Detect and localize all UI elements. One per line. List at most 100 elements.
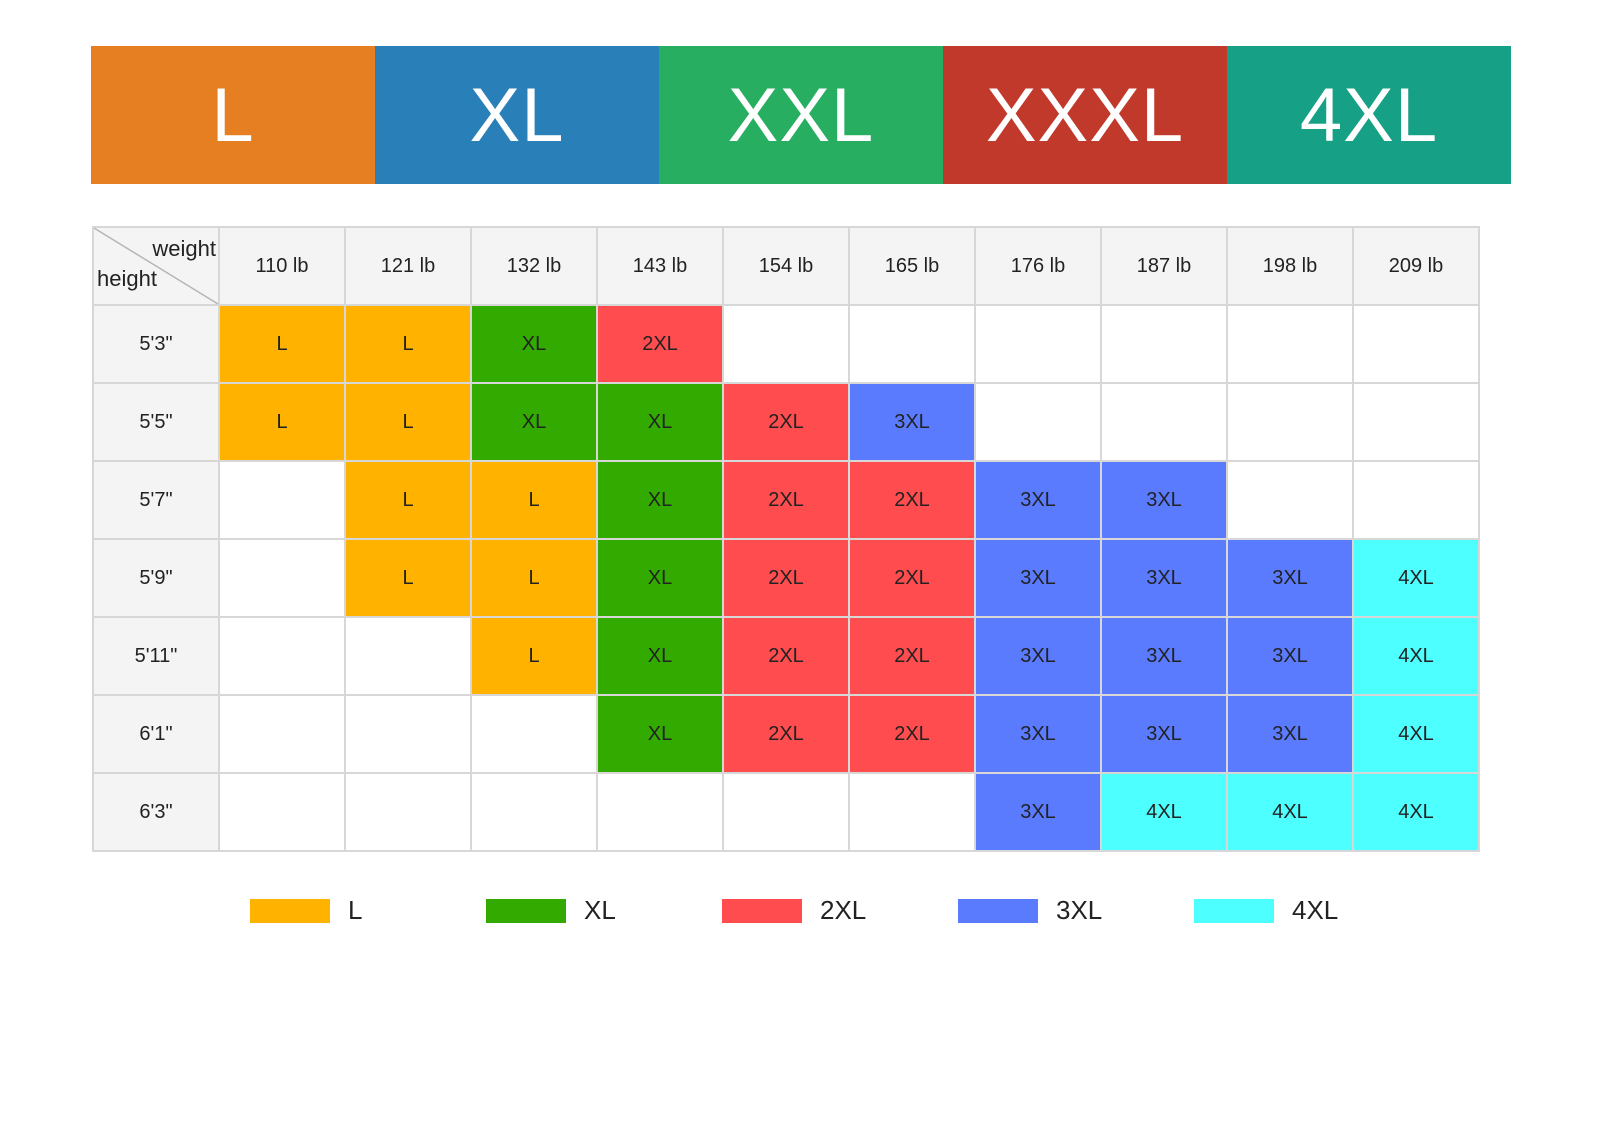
legend-swatch	[722, 898, 802, 923]
size-chart-table: weight height 110 lb 121 lb 132 lb 143 lb 15…	[92, 226, 1480, 852]
size-cell-empty	[1100, 304, 1228, 384]
size-cell-2xl: 2XL	[848, 616, 976, 696]
legend-item: 3XL	[958, 895, 1194, 926]
size-cell-l: L	[470, 616, 598, 696]
height-row-header: 5'3"	[92, 304, 220, 384]
height-row-header: 5'9"	[92, 538, 220, 618]
size-cell-empty	[344, 694, 472, 774]
banner-size-xxxl: XXXL	[943, 46, 1227, 184]
size-cell-empty	[974, 382, 1102, 462]
banner-size-l: L	[91, 46, 375, 184]
corner-header: weight height	[92, 226, 220, 306]
size-cell-2xl: 2XL	[596, 304, 724, 384]
size-cell-empty	[218, 616, 346, 696]
size-cell-4xl: 4XL	[1352, 772, 1480, 852]
size-cell-empty	[1352, 460, 1480, 540]
legend: L XL 2XL 3XL 4XL	[250, 895, 1430, 926]
weight-column-header: 132 lb	[470, 226, 598, 306]
size-cell-l: L	[344, 304, 472, 384]
size-cell-3xl: 3XL	[1100, 616, 1228, 696]
size-cell-2xl: 2XL	[848, 460, 976, 540]
size-cell-4xl: 4XL	[1352, 616, 1480, 696]
size-cell-l: L	[470, 538, 598, 618]
legend-swatch	[486, 898, 566, 923]
size-cell-3xl: 3XL	[1226, 616, 1354, 696]
weight-column-header: 110 lb	[218, 226, 346, 306]
height-axis-label: height	[97, 266, 157, 291]
size-cell-xl: XL	[470, 382, 598, 462]
size-cell-4xl: 4XL	[1226, 772, 1354, 852]
legend-label: XL	[584, 895, 616, 925]
size-cell-3xl: 3XL	[974, 616, 1102, 696]
size-cell-3xl: 3XL	[974, 694, 1102, 774]
size-cell-2xl: 2XL	[722, 694, 850, 774]
size-cell-3xl: 3XL	[974, 772, 1102, 852]
size-cell-3xl: 3XL	[1226, 538, 1354, 618]
size-cell-xl: XL	[596, 460, 724, 540]
weight-column-header: 165 lb	[848, 226, 976, 306]
size-cell-2xl: 2XL	[722, 460, 850, 540]
size-cell-2xl: 2XL	[848, 694, 976, 774]
legend-swatch	[958, 898, 1038, 923]
size-cell-l: L	[344, 538, 472, 618]
size-cell-empty	[848, 304, 976, 384]
size-cell-empty	[1226, 460, 1354, 540]
table-row: 6'3" 3XL 4XL 4XL 4XL	[92, 772, 1480, 852]
size-cell-empty	[218, 694, 346, 774]
size-cell-empty	[974, 304, 1102, 384]
size-cell-empty	[1100, 382, 1228, 462]
legend-label: 2XL	[820, 895, 867, 925]
size-cell-empty	[344, 772, 472, 852]
size-cell-empty	[218, 772, 346, 852]
legend-swatch	[1194, 898, 1274, 923]
weight-column-header: 154 lb	[722, 226, 850, 306]
diagonal-divider	[94, 228, 218, 304]
size-cell-empty	[722, 772, 850, 852]
legend-label: L	[348, 895, 363, 925]
size-cell-empty	[722, 304, 850, 384]
height-row-header: 5'11"	[92, 616, 220, 696]
size-cell-4xl: 4XL	[1352, 538, 1480, 618]
size-cell-xl: XL	[596, 694, 724, 774]
size-cell-empty	[218, 538, 346, 618]
height-row-header: 5'5"	[92, 382, 220, 462]
table-row: 5'5" L L XL XL 2XL 3XL	[92, 382, 1480, 462]
banner-size-xl: XL	[375, 46, 659, 184]
height-row-header: 5'7"	[92, 460, 220, 540]
legend-label: 3XL	[1056, 895, 1103, 925]
size-cell-xl: XL	[470, 304, 598, 384]
legend-label: 4XL	[1292, 895, 1339, 925]
size-cell-2xl: 2XL	[722, 382, 850, 462]
weight-column-header: 209 lb	[1352, 226, 1480, 306]
header-row: weight height 110 lb 121 lb 132 lb 143 lb 15…	[92, 226, 1480, 306]
size-cell-3xl: 3XL	[974, 538, 1102, 618]
size-cell-l: L	[344, 460, 472, 540]
legend-item: XL	[486, 895, 722, 926]
size-cell-empty	[1352, 304, 1480, 384]
size-cell-xl: XL	[596, 616, 724, 696]
size-cell-xl: XL	[596, 538, 724, 618]
size-cell-3xl: 3XL	[848, 382, 976, 462]
size-cell-empty	[1226, 382, 1354, 462]
size-cell-3xl: 3XL	[1226, 694, 1354, 774]
banner-size-xxl: XXL	[659, 46, 943, 184]
size-cell-l: L	[218, 304, 346, 384]
size-cell-4xl: 4XL	[1100, 772, 1228, 852]
size-cell-empty	[596, 772, 724, 852]
size-cell-l: L	[470, 460, 598, 540]
legend-item: 4XL	[1194, 895, 1430, 926]
size-cell-2xl: 2XL	[848, 538, 976, 618]
size-cell-xl: XL	[596, 382, 724, 462]
banner-size-4xl: 4XL	[1227, 46, 1511, 184]
table-row: 5'9" L L XL 2XL 2XL 3XL 3XL 3XL 4XL	[92, 538, 1480, 618]
size-cell-empty	[344, 616, 472, 696]
size-cell-empty	[470, 694, 598, 774]
size-cell-4xl: 4XL	[1352, 694, 1480, 774]
weight-column-header: 176 lb	[974, 226, 1102, 306]
weight-column-header: 198 lb	[1226, 226, 1354, 306]
size-cell-3xl: 3XL	[1100, 538, 1228, 618]
height-row-header: 6'3"	[92, 772, 220, 852]
size-cell-2xl: 2XL	[722, 616, 850, 696]
weight-column-header: 121 lb	[344, 226, 472, 306]
size-cell-empty	[1226, 304, 1354, 384]
